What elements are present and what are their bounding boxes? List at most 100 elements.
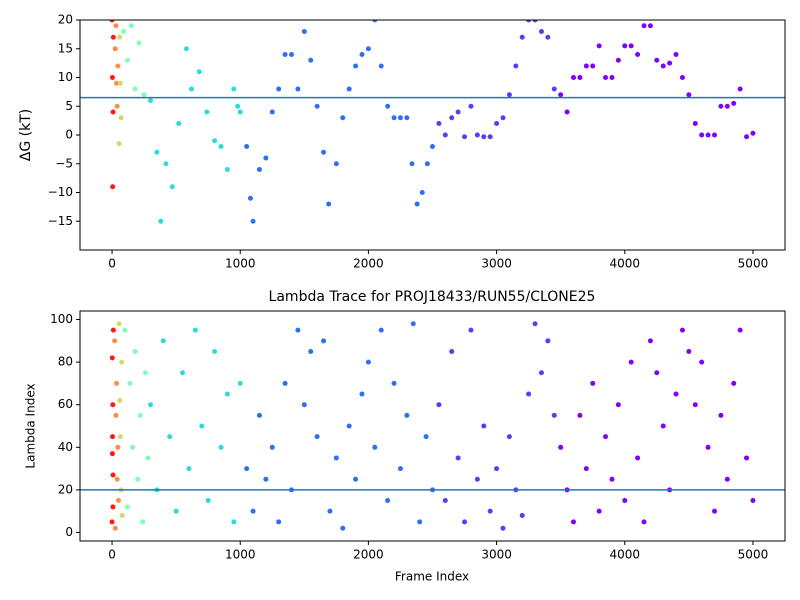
x-tick-label: 5000	[738, 548, 769, 562]
point	[590, 63, 596, 69]
point	[119, 512, 125, 518]
point	[628, 359, 634, 365]
point	[148, 98, 153, 103]
point	[750, 130, 756, 136]
point	[686, 92, 692, 98]
point	[276, 519, 282, 525]
point	[247, 195, 253, 201]
point	[173, 508, 179, 514]
point	[235, 103, 241, 109]
point	[577, 75, 583, 80]
x-tick-label: 3000	[481, 548, 512, 562]
point	[340, 525, 346, 531]
point	[365, 46, 371, 52]
point	[673, 391, 679, 397]
point	[132, 86, 138, 92]
point	[577, 412, 583, 418]
point	[481, 423, 487, 429]
x-axis-label: Frame Index	[395, 570, 469, 584]
point	[545, 338, 551, 344]
point	[127, 380, 133, 386]
point	[500, 525, 506, 531]
y-tick-label: 80	[58, 355, 73, 369]
point	[124, 57, 130, 63]
point	[603, 434, 609, 440]
point	[385, 103, 391, 109]
point	[494, 466, 500, 472]
point	[250, 218, 256, 224]
y-tick-label: 40	[58, 440, 73, 454]
y-tick-label: 20	[58, 482, 73, 496]
point	[583, 63, 589, 69]
point	[622, 498, 628, 504]
point	[718, 103, 724, 109]
point	[145, 455, 151, 461]
point	[110, 34, 116, 40]
point	[308, 348, 314, 354]
point	[204, 109, 210, 115]
point	[183, 46, 189, 52]
y-tick-label: 60	[58, 397, 73, 411]
point	[359, 391, 365, 397]
point	[141, 92, 147, 98]
point	[110, 472, 116, 478]
point	[276, 86, 282, 92]
point	[455, 455, 461, 461]
point	[109, 20, 115, 23]
point	[615, 402, 621, 408]
point	[365, 359, 371, 365]
point	[449, 115, 455, 121]
point	[282, 52, 288, 57]
point	[679, 75, 685, 80]
x-tick-label: 5000	[738, 257, 769, 271]
point	[112, 338, 118, 344]
point	[346, 423, 352, 429]
point	[148, 402, 153, 408]
point	[551, 86, 557, 92]
point	[136, 40, 142, 46]
point	[199, 423, 205, 429]
point	[372, 444, 378, 450]
y-tick-label: 5	[65, 99, 73, 113]
point	[132, 348, 138, 354]
point	[308, 57, 314, 63]
point	[468, 103, 474, 109]
y-tick-label: 15	[58, 41, 73, 55]
point	[160, 338, 166, 344]
point	[256, 167, 262, 172]
point	[109, 75, 115, 80]
point	[705, 132, 711, 138]
point	[673, 52, 679, 57]
point	[110, 109, 116, 115]
point	[110, 327, 116, 333]
point	[667, 60, 673, 66]
point	[196, 69, 202, 75]
plot-area	[109, 20, 756, 224]
point	[353, 63, 359, 69]
plot-area	[109, 321, 756, 531]
point	[424, 161, 430, 167]
point	[282, 380, 288, 386]
point	[430, 144, 435, 149]
point	[119, 359, 125, 365]
point	[404, 115, 410, 121]
point	[109, 519, 115, 525]
point	[237, 109, 243, 115]
point	[571, 75, 576, 80]
point	[724, 103, 730, 109]
point	[564, 109, 570, 115]
x-tick-label: 2000	[353, 548, 384, 562]
point	[231, 86, 237, 92]
point	[481, 134, 487, 140]
point	[116, 141, 122, 147]
point	[603, 75, 609, 80]
point	[641, 519, 647, 525]
point	[641, 23, 647, 29]
point	[250, 508, 256, 514]
y-axis-label: Lambda Index	[24, 383, 38, 468]
point	[244, 466, 250, 472]
point	[699, 359, 705, 365]
x-tick-label: 0	[108, 257, 116, 271]
point	[635, 455, 641, 461]
point	[289, 52, 294, 57]
